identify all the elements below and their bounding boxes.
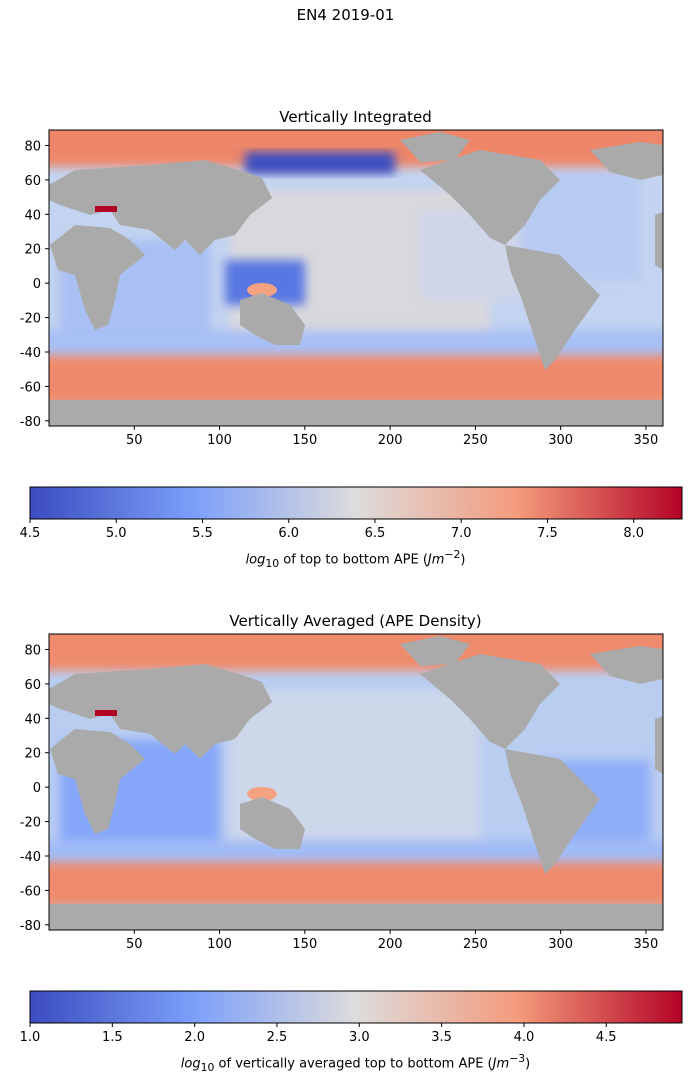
colorbar-tick-label: 3.0 xyxy=(349,1030,370,1045)
y-tick-label: -40 xyxy=(20,850,41,865)
colorbar-tick-label: 4.0 xyxy=(514,1030,535,1045)
map2-plot xyxy=(49,634,663,930)
y-tick-label: 20 xyxy=(24,747,41,762)
colorbar-tick-label: 6.0 xyxy=(278,526,299,541)
map2-frame xyxy=(48,633,664,931)
y-tick-label: -60 xyxy=(20,380,41,395)
x-tick-label: 350 xyxy=(634,937,659,952)
x-tick-label: 100 xyxy=(207,433,232,448)
y-tick-label: -80 xyxy=(20,919,41,934)
y-tick-label: -20 xyxy=(20,816,41,831)
y-tick-label: -40 xyxy=(20,346,41,361)
colorbar-tick-label: 7.5 xyxy=(537,526,558,541)
x-tick-label: 150 xyxy=(292,433,317,448)
colorbar-tick-label: 6.5 xyxy=(365,526,386,541)
map1-hotspot xyxy=(95,206,117,212)
colorbar-tick-label: 5.0 xyxy=(106,526,127,541)
map1-bering-low xyxy=(245,152,395,174)
colorbar-tick-label: 7.0 xyxy=(451,526,472,541)
map2-land xyxy=(49,636,663,930)
y-tick-label: 0 xyxy=(33,277,41,292)
colorbar-tick-label: 2.0 xyxy=(184,1030,205,1045)
map1-frame xyxy=(48,129,664,427)
map2-arctic-band xyxy=(49,634,663,671)
x-tick-label: 200 xyxy=(378,937,403,952)
x-tick-label: 250 xyxy=(463,937,488,952)
x-tick-label: 300 xyxy=(548,937,573,952)
map2-southern-ocean-band xyxy=(49,862,663,907)
y-tick-label: -60 xyxy=(20,884,41,899)
x-tick-label: 150 xyxy=(292,937,317,952)
y-tick-label: 0 xyxy=(33,781,41,796)
colorbar2-label: log10 of vertically averaged top to bott… xyxy=(180,1052,531,1074)
x-tick-label: 300 xyxy=(548,433,573,448)
x-tick-label: 200 xyxy=(378,433,403,448)
map2-hotspot xyxy=(95,710,117,716)
colorbar2 xyxy=(29,990,683,1024)
colorbar1 xyxy=(29,486,683,520)
map1-land xyxy=(49,132,663,426)
x-tick-label: 50 xyxy=(126,433,143,448)
colorbar-tick-label: 3.5 xyxy=(431,1030,452,1045)
y-tick-label: 40 xyxy=(24,712,41,727)
y-tick-label: -80 xyxy=(20,415,41,430)
y-tick-label: 80 xyxy=(24,139,41,154)
panel2-title: Vertically Averaged (APE Density) xyxy=(229,612,482,630)
colorbar1-label: log10 of top to bottom APE (Jm−2) xyxy=(245,548,466,570)
y-tick-label: 60 xyxy=(24,678,41,693)
y-tick-label: 40 xyxy=(24,208,41,223)
colorbar-tick-label: 1.5 xyxy=(102,1030,123,1045)
colorbar-tick-label: 4.5 xyxy=(596,1030,617,1045)
colorbar-tick-label: 1.0 xyxy=(20,1030,41,1045)
y-tick-label: 60 xyxy=(24,174,41,189)
panel1-title: Vertically Integrated xyxy=(279,108,432,126)
y-tick-label: 80 xyxy=(24,643,41,658)
y-tick-label: 20 xyxy=(24,243,41,258)
map2-warm-spot xyxy=(247,787,277,801)
colorbar-tick-label: 5.5 xyxy=(192,526,213,541)
x-tick-label: 50 xyxy=(126,937,143,952)
map1-southern-ocean-band xyxy=(49,355,663,405)
x-tick-label: 250 xyxy=(463,433,488,448)
figure-suptitle: EN4 2019-01 xyxy=(296,6,395,24)
map1-warm-spot xyxy=(247,283,277,297)
colorbar-tick-label: 8.0 xyxy=(623,526,644,541)
colorbar-tick-label: 4.5 xyxy=(20,526,41,541)
x-tick-label: 100 xyxy=(207,937,232,952)
map1-plot xyxy=(49,130,663,426)
y-tick-label: -20 xyxy=(20,312,41,327)
x-tick-label: 350 xyxy=(634,433,659,448)
colorbar-tick-label: 2.5 xyxy=(267,1030,288,1045)
